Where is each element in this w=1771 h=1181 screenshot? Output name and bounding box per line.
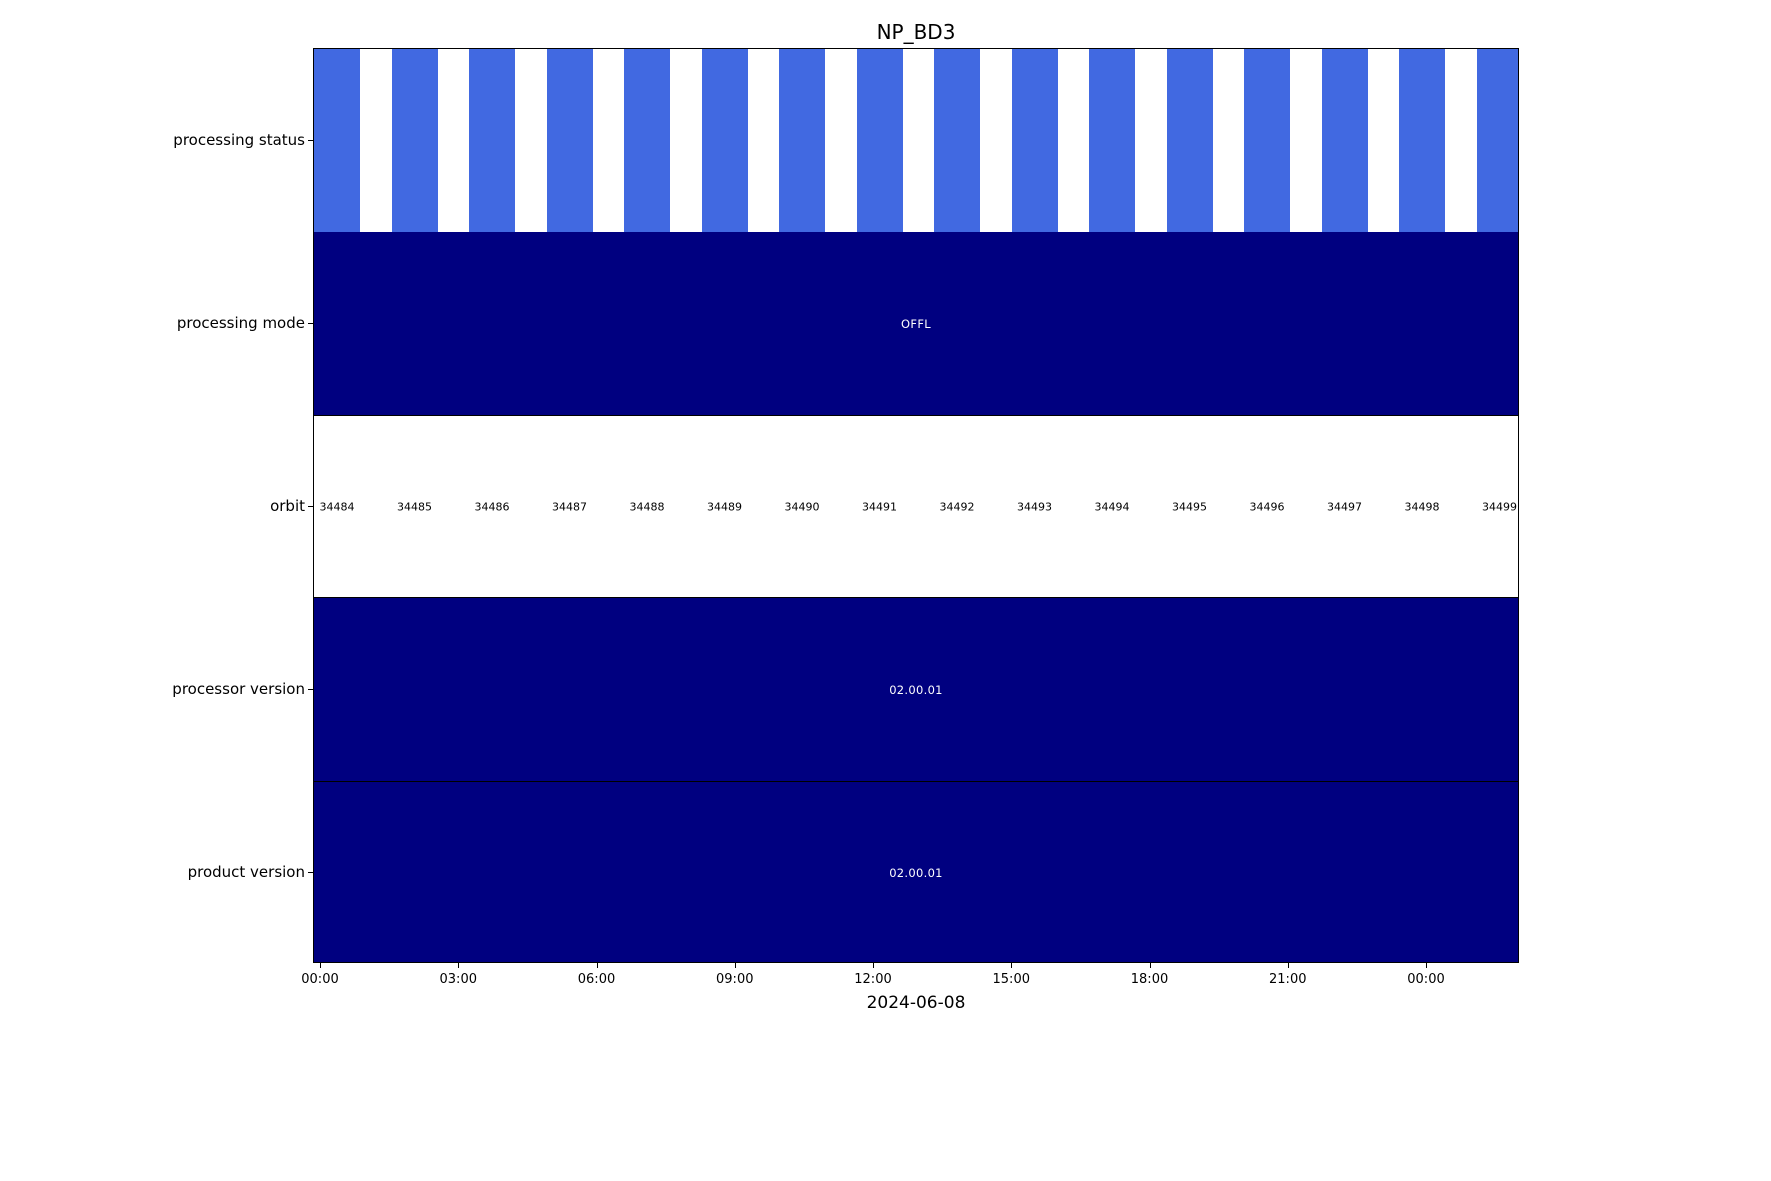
processing-status-bar (1166, 49, 1213, 232)
processing-status-bar (1321, 49, 1368, 232)
orbit-number: 34491 (862, 500, 897, 513)
row-processing-mode: OFFL (314, 232, 1518, 415)
processing-status-bar (624, 49, 670, 232)
row-product-version: 02.00.01 (314, 781, 1518, 962)
orbit-number: 34490 (784, 500, 820, 513)
x-axis-tick (596, 963, 598, 968)
x-tick-label: 09:00 (716, 972, 754, 987)
x-axis-tick (873, 963, 874, 968)
processing-status-bar (546, 49, 593, 232)
orbit-number: 34484 (319, 500, 355, 513)
product-version-value: 02.00.01 (889, 866, 943, 880)
y-axis-tick (308, 688, 313, 690)
processing-status-bar (1089, 49, 1135, 232)
chart-title: NP_BD3 (876, 20, 956, 44)
processing-mode-value: OFFL (901, 316, 931, 331)
orbit-number: 34496 (1249, 500, 1285, 513)
row-label-processing-status: processing status (173, 130, 305, 149)
row-label-product-version: product version (187, 862, 305, 881)
row-processing-status (314, 49, 1518, 232)
orbit-number: 34497 (1327, 500, 1362, 513)
y-axis-tick (308, 322, 313, 324)
processing-status-bar (1476, 49, 1518, 232)
processing-status-bar (1011, 49, 1058, 232)
processing-status-bar (934, 49, 980, 232)
orbit-number: 34489 (707, 500, 742, 513)
x-axis-tick (1149, 963, 1151, 968)
x-axis-tick (458, 963, 460, 968)
x-tick-label: 00:00 (301, 972, 339, 987)
processing-status-bar (314, 49, 360, 232)
x-tick-label: 00:00 (1407, 972, 1445, 987)
y-axis-tick (308, 505, 313, 507)
row-label-processor-version: processor version (172, 679, 305, 698)
x-axis-tick (320, 963, 321, 968)
y-axis-tick (308, 871, 313, 873)
processing-status-bar (779, 49, 825, 232)
processing-status-bar (391, 49, 438, 232)
x-axis-tick (734, 963, 736, 968)
x-tick-label: 18:00 (1130, 972, 1169, 987)
row-label-processing-mode: processing mode (176, 313, 305, 332)
orbit-number: 34488 (629, 500, 665, 513)
x-tick-label: 03:00 (439, 972, 477, 987)
plot-area: OFFL 34484 34485 34486 34487 34488 34489 34490… (313, 48, 1519, 963)
orbit-number: 34494 (1094, 500, 1130, 513)
orbit-number: 34498 (1404, 500, 1440, 513)
x-axis-tick (1426, 963, 1427, 968)
orbit-number: 34486 (474, 500, 510, 513)
row-label-orbit: orbit (270, 496, 305, 515)
x-tick-label: 21:00 (1269, 972, 1307, 987)
x-tick-label: 06:00 (577, 972, 616, 987)
x-axis-tick (1011, 963, 1013, 968)
processing-status-bar (1399, 49, 1445, 232)
orbit-number: 34499 (1482, 500, 1517, 513)
x-tick-label: 12:00 (854, 972, 892, 987)
processing-status-bar (856, 49, 903, 232)
orbit-number: 34495 (1172, 500, 1207, 513)
x-tick-label: 15:00 (992, 972, 1030, 987)
x-axis-tick (1287, 963, 1289, 968)
orbit-number: 34492 (939, 500, 975, 513)
row-orbit: 34484 34485 34486 34487 34488 34489 34490 34491… (314, 415, 1518, 598)
processing-status-bar (469, 49, 515, 232)
processor-version-value: 02.00.01 (889, 682, 943, 697)
y-axis-tick (308, 139, 313, 141)
processing-status-bar (701, 49, 748, 232)
row-processor-version: 02.00.01 (314, 598, 1518, 781)
processing-status-bar (1244, 49, 1290, 232)
orbit-number: 34485 (397, 500, 432, 513)
x-axis-label: 2024-06-08 (866, 993, 966, 1013)
orbit-number: 34487 (552, 500, 587, 513)
orbit-number: 34493 (1017, 500, 1052, 513)
